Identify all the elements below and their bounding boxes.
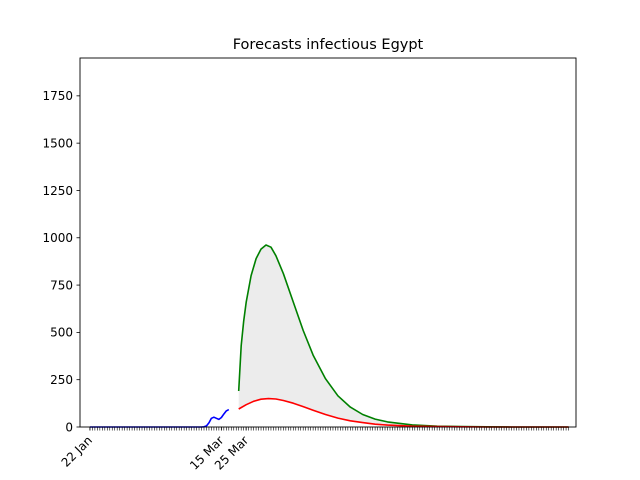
y-tick-label: 1750	[42, 89, 73, 103]
y-tick-label: 1000	[42, 231, 73, 245]
y-tick-label: 0	[65, 420, 73, 434]
y-tick-label: 1500	[42, 136, 73, 150]
forecast-band	[238, 245, 569, 427]
chart-title: Forecasts infectious Egypt	[233, 37, 424, 53]
y-tick-label: 250	[50, 373, 73, 387]
y-tick-label: 750	[50, 278, 73, 292]
y-tick-label: 1250	[42, 184, 73, 198]
y-tick-label: 500	[50, 326, 73, 340]
